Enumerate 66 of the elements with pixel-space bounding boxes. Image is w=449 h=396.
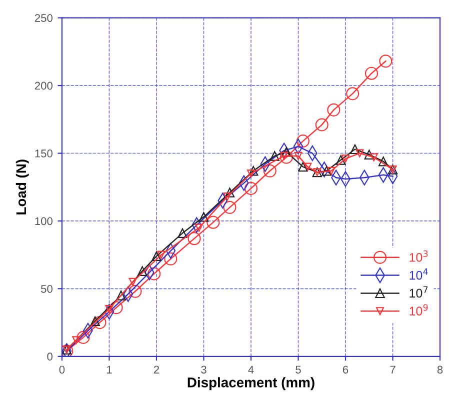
y-tick-label: 0 [47, 352, 52, 361]
y-tick-label: 50 [41, 284, 52, 293]
point [157, 250, 166, 259]
point [110, 301, 123, 314]
legend-label: 10$^{3}$ [410, 250, 428, 262]
point [327, 103, 340, 116]
point [378, 156, 388, 166]
x-axis-title: Displacement (mm) [188, 377, 314, 390]
x-tick-label: 0 [59, 366, 65, 374]
point [128, 278, 137, 286]
x-tick-label: 6 [342, 366, 348, 374]
point [270, 151, 280, 161]
x-tick-label: 5 [296, 366, 301, 374]
point [298, 162, 308, 172]
point [341, 154, 350, 163]
y-tick-label: 200 [34, 82, 52, 90]
point [350, 144, 360, 154]
point [336, 155, 346, 165]
point [137, 266, 148, 276]
point [322, 166, 332, 176]
point [364, 66, 378, 80]
point [315, 118, 328, 132]
point [93, 316, 106, 330]
point [224, 188, 235, 198]
point [178, 228, 188, 238]
point [327, 166, 336, 175]
x-tick-label: 2 [154, 366, 160, 374]
point [356, 149, 364, 158]
point [296, 134, 310, 148]
point [246, 170, 256, 178]
y-tick-label: 250 [34, 14, 52, 22]
point [72, 336, 80, 344]
legend-label: 10$^{9}$ [410, 304, 428, 316]
point [198, 212, 209, 222]
x-tick-label: 4 [248, 366, 254, 374]
point [188, 232, 201, 246]
x-tick-label: 1 [106, 366, 112, 374]
legend-label: 10$^{7}$ [410, 286, 428, 298]
point [223, 200, 236, 214]
point [294, 152, 302, 160]
y-axis-title: Load (N) [16, 160, 29, 214]
point [379, 54, 392, 68]
point [282, 147, 292, 157]
point [148, 267, 161, 280]
point [90, 316, 100, 326]
y-tick-label: 150 [35, 150, 52, 158]
point [346, 87, 360, 100]
point [244, 182, 258, 195]
point [128, 284, 142, 298]
point [164, 252, 178, 266]
x-tick-label: 7 [390, 366, 396, 374]
point [263, 164, 276, 178]
point [370, 153, 378, 162]
point [248, 166, 258, 176]
y-tick-label: 100 [35, 217, 52, 226]
point [304, 162, 312, 171]
point [206, 216, 220, 229]
point [116, 290, 126, 300]
point [223, 192, 232, 201]
point [364, 150, 374, 160]
x-tick-label: 8 [437, 366, 443, 374]
x-tick-label: 3 [201, 366, 206, 374]
point [280, 150, 293, 164]
point [76, 330, 90, 344]
point [152, 251, 162, 262]
legend-label: 10$^{4}$ [410, 268, 428, 280]
